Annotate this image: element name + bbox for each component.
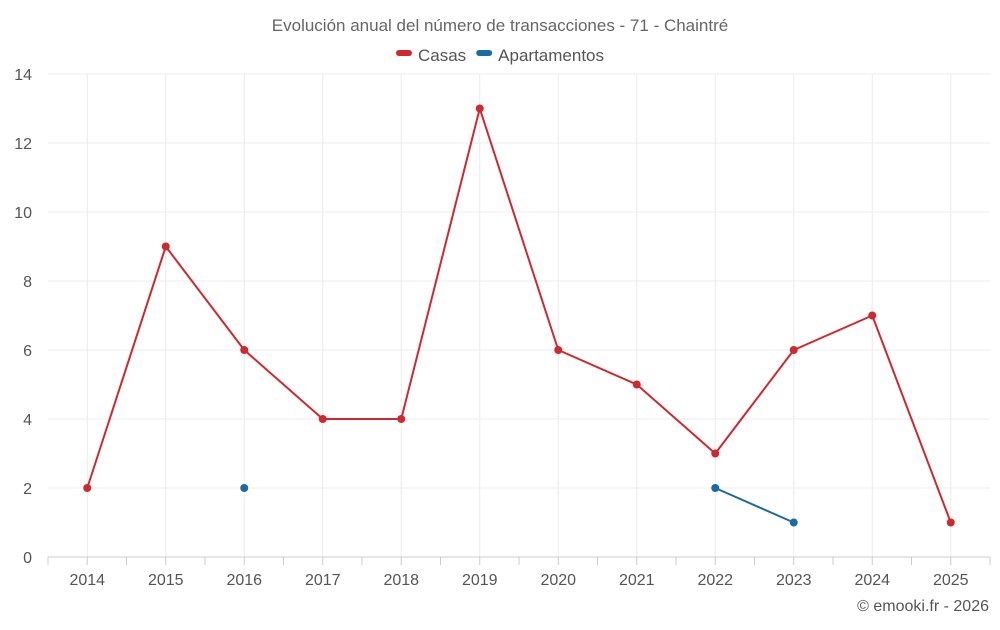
credit-text: © emooki.fr - 2026 bbox=[857, 598, 989, 615]
y-tick-label: 4 bbox=[23, 412, 32, 429]
legend-swatch bbox=[395, 50, 412, 56]
data-point[interactable] bbox=[318, 415, 327, 423]
data-point[interactable] bbox=[554, 346, 563, 354]
y-tick-label: 6 bbox=[23, 343, 32, 360]
y-tick-label: 14 bbox=[14, 67, 32, 84]
x-tick-label: 2015 bbox=[148, 572, 184, 589]
data-point[interactable] bbox=[475, 104, 484, 113]
x-tick-label: 2017 bbox=[305, 572, 341, 589]
chart-title: Evolución anual del número de transaccio… bbox=[272, 16, 728, 35]
legend-item[interactable]: Apartamentos bbox=[476, 46, 604, 65]
legend-label: Apartamentos bbox=[498, 46, 604, 65]
x-tick-label: 2023 bbox=[776, 572, 812, 589]
series-line bbox=[86, 107, 952, 524]
axes: 0 2 4 6 8 10 12 14 2014 2015 2016 2017 2018 2019 2020 2… bbox=[14, 67, 991, 589]
data-point[interactable] bbox=[789, 346, 798, 354]
data-point[interactable] bbox=[711, 484, 720, 492]
legend-item[interactable]: Casas bbox=[395, 46, 466, 65]
data-point[interactable] bbox=[632, 380, 641, 389]
series-casas bbox=[83, 104, 955, 527]
x-tick-label: 2014 bbox=[69, 572, 105, 589]
series-group bbox=[83, 104, 955, 527]
data-point[interactable] bbox=[789, 518, 798, 527]
grid bbox=[48, 73, 990, 557]
x-tick-label: 2016 bbox=[226, 572, 262, 589]
x-tick-label: 2018 bbox=[383, 572, 419, 589]
data-point[interactable] bbox=[240, 484, 249, 492]
y-tick-label: 8 bbox=[23, 274, 32, 291]
data-point[interactable] bbox=[711, 449, 720, 458]
legend-label: Casas bbox=[418, 46, 466, 65]
data-point[interactable] bbox=[83, 484, 92, 492]
y-tick-label: 10 bbox=[14, 205, 32, 222]
y-tick-label: 2 bbox=[23, 481, 32, 498]
x-tick-label: 2022 bbox=[697, 572, 733, 589]
x-tick-label: 2025 bbox=[933, 572, 969, 589]
series-apartamentos bbox=[240, 484, 798, 527]
y-tick-label: 0 bbox=[23, 550, 32, 567]
x-tick-label: 2024 bbox=[854, 572, 890, 589]
data-point[interactable] bbox=[240, 346, 249, 354]
data-point[interactable] bbox=[161, 242, 170, 251]
x-tick-label: 2021 bbox=[619, 572, 655, 589]
data-point[interactable] bbox=[868, 311, 877, 320]
x-tick-label: 2019 bbox=[462, 572, 498, 589]
legend[interactable]: Casas Apartamentos bbox=[395, 46, 604, 65]
legend-swatch bbox=[476, 50, 493, 56]
data-point[interactable] bbox=[397, 415, 406, 423]
x-tick-label: 2020 bbox=[540, 572, 576, 589]
data-point[interactable] bbox=[946, 518, 955, 527]
y-tick-label: 12 bbox=[14, 136, 32, 153]
series-line bbox=[714, 487, 795, 524]
